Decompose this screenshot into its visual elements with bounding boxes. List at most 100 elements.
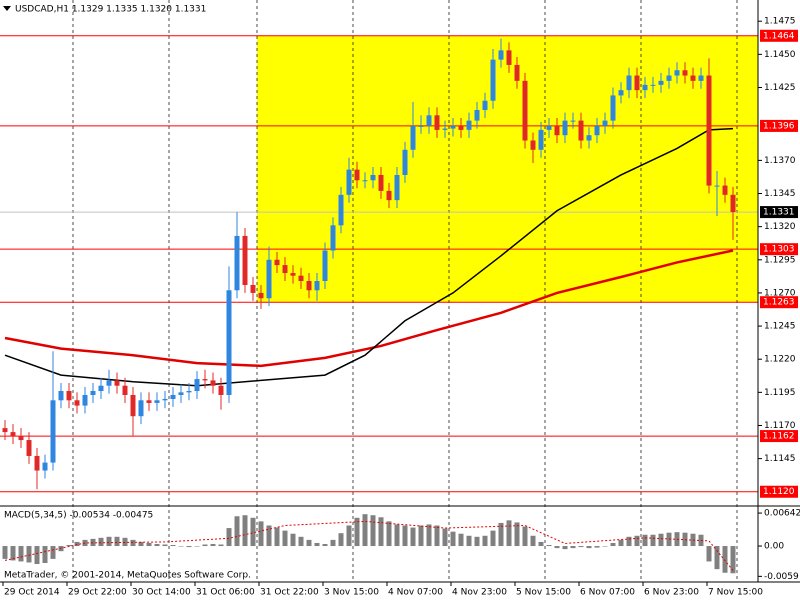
candle-body: [82, 394, 88, 406]
x-tick-label: 31 Oct 22:00: [260, 588, 319, 598]
current-price-label: 1.1331: [763, 208, 795, 218]
candle-body: [322, 250, 328, 281]
candle-body: [562, 120, 568, 136]
macd-bar: [730, 546, 736, 574]
macd-bar: [354, 517, 360, 547]
macd-bar: [66, 545, 72, 547]
y-tick-label: 1.1320: [764, 222, 796, 232]
candle-body: [714, 185, 720, 187]
macd-bar: [474, 536, 480, 547]
macd-bar: [258, 521, 264, 547]
candle-body: [434, 115, 440, 130]
macd-bar: [210, 543, 216, 547]
candle-body: [338, 194, 344, 226]
level-label: 1.1396: [763, 121, 795, 131]
macd-bar: [658, 533, 664, 547]
macd-bar: [434, 525, 440, 547]
candle-body: [242, 235, 248, 285]
macd-bar: [626, 536, 632, 547]
macd-bar: [298, 536, 304, 547]
macd-bar: [386, 521, 392, 547]
candle-body: [514, 64, 520, 81]
macd-bar: [162, 544, 168, 547]
candle-body: [50, 400, 56, 463]
macd-bar: [610, 542, 616, 547]
macd-bar: [450, 531, 456, 547]
macd-bar: [10, 546, 16, 561]
macd-bar: [418, 525, 424, 547]
macd-bar: [642, 534, 648, 547]
macd-bar: [602, 546, 608, 547]
candle-body: [2, 428, 8, 433]
macd-bar: [330, 539, 336, 547]
macd-bar: [402, 525, 408, 547]
macd-bar: [146, 542, 152, 547]
macd-bar: [394, 524, 400, 547]
candle-body: [18, 436, 24, 441]
macd-bar: [594, 546, 600, 548]
candle-body: [170, 394, 176, 399]
macd-bar: [138, 541, 144, 547]
macd-bar: [2, 546, 8, 559]
candle-body: [706, 75, 712, 186]
candle-body: [210, 380, 216, 386]
candle-body: [658, 80, 664, 85]
macd-bar: [362, 514, 368, 547]
level-label: 1.1162: [763, 432, 795, 442]
candle-body: [298, 275, 304, 281]
candle-body: [410, 125, 416, 150]
candle-body: [618, 90, 624, 96]
candle-body: [250, 284, 256, 293]
x-tick-label: 3 Nov 15:00: [324, 588, 379, 598]
candle-body: [258, 292, 264, 299]
macd-bar: [706, 546, 712, 562]
macd-bar: [178, 546, 184, 547]
macd-bar: [170, 545, 176, 547]
macd-bar: [42, 546, 48, 563]
candle-body: [642, 84, 648, 91]
candle-body: [130, 394, 136, 417]
macd-bar: [314, 542, 320, 547]
x-tick-label: 30 Oct 14:00: [132, 588, 191, 598]
macd-bar: [218, 544, 224, 547]
candle-body: [122, 385, 128, 395]
candle-body: [530, 140, 536, 150]
level-label: 1.1263: [763, 298, 795, 308]
candle-body: [154, 400, 160, 403]
candle-body: [138, 400, 144, 417]
macd-bar: [282, 530, 288, 547]
macd-y-tick-label: 0.00: [764, 542, 784, 552]
y-tick-label: 1.1425: [764, 83, 796, 93]
candle-body: [178, 392, 184, 395]
macd-bar: [122, 537, 128, 547]
candle-body: [586, 135, 592, 141]
macd-bar: [442, 528, 448, 547]
x-tick-label: 29 Oct 22:00: [68, 588, 127, 598]
x-tick-label: 6 Nov 07:00: [580, 588, 635, 598]
candle-body: [218, 385, 224, 395]
y-tick-label: 1.1345: [764, 189, 796, 199]
candle-body: [162, 398, 168, 401]
level-label-box: [760, 119, 798, 132]
candle-body: [610, 95, 616, 121]
candle-body: [354, 169, 360, 181]
macd-bar: [306, 539, 312, 547]
macd-title: MACD(5,34,5) -0.00534 -0.00475: [4, 511, 153, 521]
candle-body: [578, 120, 584, 141]
macd-bar: [522, 526, 528, 547]
macd-bar: [98, 537, 104, 547]
level-label-box: [760, 485, 798, 498]
macd-y-tick-label: -0.0059: [764, 572, 799, 582]
candle-body: [626, 75, 632, 91]
macd-bar: [562, 546, 568, 550]
macd-bar: [538, 541, 544, 547]
candle-body: [66, 391, 72, 401]
candle-body: [690, 75, 696, 81]
candle-body: [106, 380, 112, 386]
macd-y-tick-label: 0.00642: [764, 509, 800, 519]
macd-bar: [426, 524, 432, 547]
macd-bar: [34, 546, 40, 565]
candle-body: [282, 265, 288, 274]
macd-bar: [410, 527, 416, 547]
